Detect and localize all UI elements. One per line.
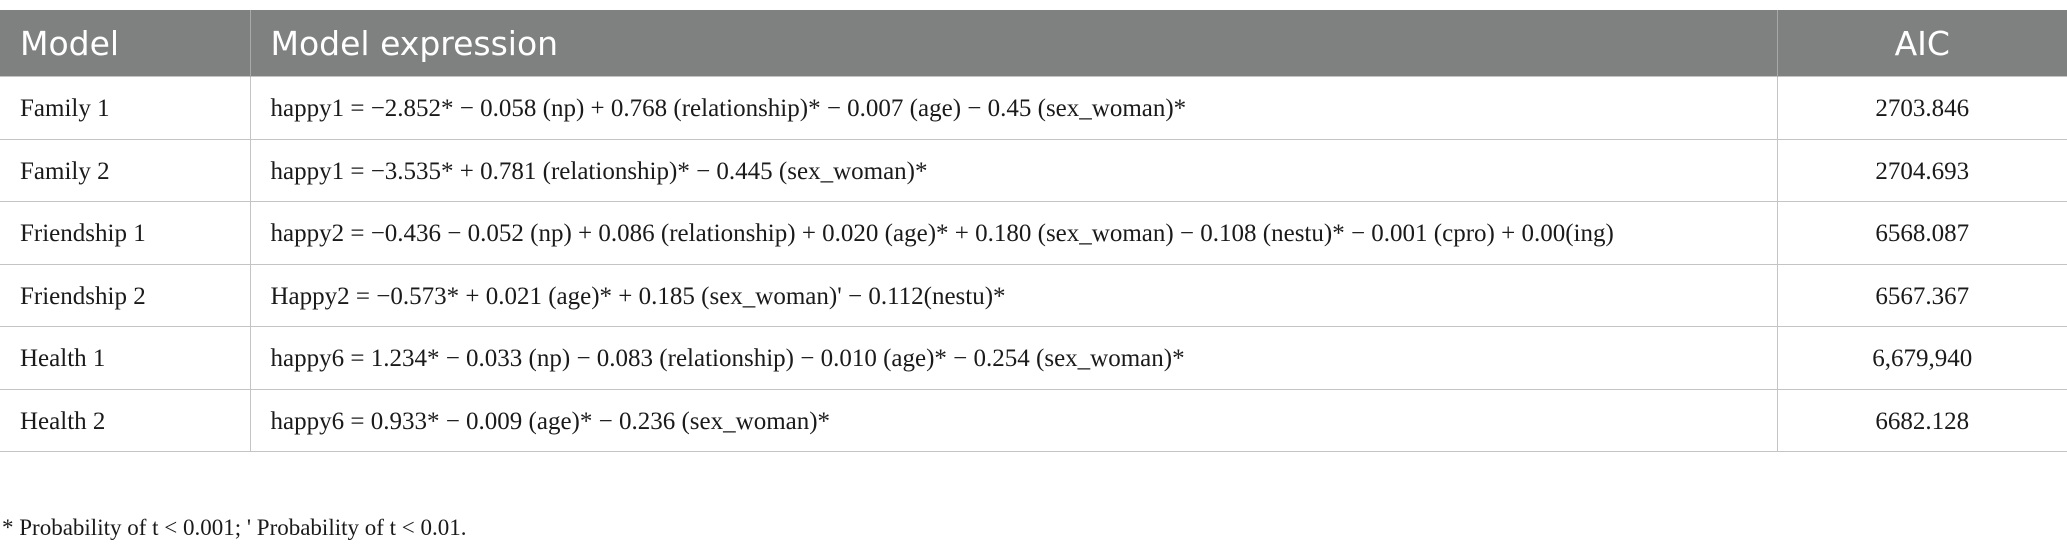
header-cell: Model expression	[249, 10, 1777, 77]
table-cell: Family 2	[0, 138, 251, 202]
table-cell: happy6 = 0.933* − 0.009 (age)* − 0.236 (…	[249, 388, 1778, 452]
table-header: Model Model expression AIC	[0, 10, 2067, 77]
table-cell: 6682.128	[1776, 388, 2067, 452]
table-cell: 2703.846	[1776, 76, 2067, 140]
table-row: Health 1 happy6 = 1.234* − 0.033 (np) − 0…	[0, 326, 2067, 390]
table-cell: Family 1	[0, 76, 251, 140]
table-cell: Health 1	[0, 326, 251, 390]
table-wrap: Model Model expression AIC Family 1 happy1 …	[0, 10, 2067, 452]
table-cell: Happy2 = −0.573* + 0.021 (age)* + 0.185 …	[249, 263, 1778, 327]
table-cell: 6568.087	[1776, 201, 2067, 265]
table-body: Family 1 happy1 = −2.852* − 0.058 (np) + …	[0, 76, 2067, 452]
table-cell: 6,679,940	[1776, 326, 2067, 390]
table-cell: happy1 = −2.852* − 0.058 (np) + 0.768 (r…	[249, 76, 1778, 140]
header-cell: AIC	[1776, 10, 2067, 77]
table-cell: happy1 = −3.535* + 0.781 (relationship)*…	[249, 138, 1778, 202]
table-cell: 2704.693	[1776, 138, 2067, 202]
table-row: Family 1 happy1 = −2.852* − 0.058 (np) + …	[0, 76, 2067, 140]
table-cell: happy6 = 1.234* − 0.033 (np) − 0.083 (re…	[249, 326, 1778, 390]
table: Model Model expression AIC Family 1 happy1 …	[0, 10, 2067, 452]
table-row: Friendship 2 Happy2 = −0.573* + 0.021 (ag…	[0, 263, 2067, 327]
table-cell: happy2 = −0.436 − 0.052 (np) + 0.086 (re…	[249, 201, 1778, 265]
table-cell: 6567.367	[1776, 263, 2067, 327]
table-row: Health 2 happy6 = 0.933* − 0.009 (age)* −…	[0, 388, 2067, 452]
table-cell: Friendship 2	[0, 263, 251, 327]
table-row: Family 2 happy1 = −3.535* + 0.781 (relati…	[0, 138, 2067, 202]
footnote: * Probability of t < 0.001; ' Probabilit…	[2, 515, 467, 540]
table-row: Friendship 1 happy2 = −0.436 − 0.052 (np)…	[0, 201, 2067, 265]
header-cell: Model	[0, 10, 250, 77]
table-cell: Friendship 1	[0, 201, 251, 265]
header-row: Model Model expression AIC	[0, 10, 2067, 77]
table-cell: Health 2	[0, 388, 251, 452]
